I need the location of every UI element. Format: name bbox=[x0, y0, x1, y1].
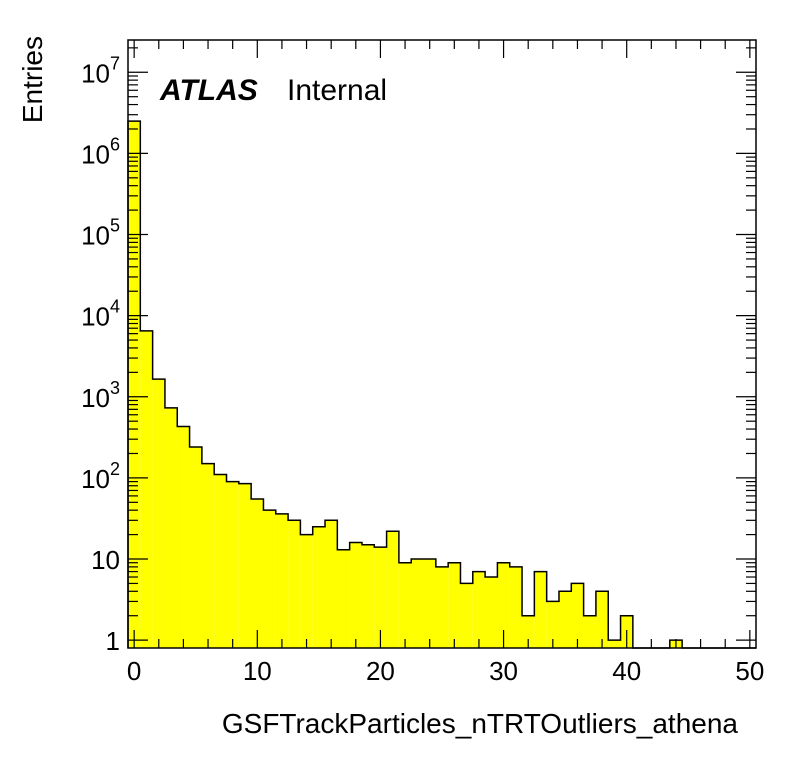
plot-frame bbox=[127, 39, 757, 649]
histogram-bar bbox=[522, 615, 535, 648]
y-tick-label: 10 bbox=[91, 545, 120, 575]
histogram-bars bbox=[128, 121, 683, 648]
y-tick-label-exponent: 5 bbox=[110, 216, 120, 236]
histogram-bar bbox=[374, 547, 387, 648]
histogram-bar bbox=[177, 426, 190, 648]
y-tick-label: 1 bbox=[106, 626, 120, 656]
histogram-bar bbox=[288, 520, 301, 648]
histogram-bar bbox=[460, 583, 473, 648]
y-tick-label: 103 bbox=[81, 378, 120, 413]
histogram-bar bbox=[608, 640, 621, 648]
y-tick-label: 107 bbox=[81, 53, 120, 88]
internal-label: Internal bbox=[287, 74, 387, 107]
histogram-bar bbox=[411, 559, 424, 648]
x-tick-label: 40 bbox=[612, 656, 641, 686]
x-tick-label: 20 bbox=[366, 656, 395, 686]
histogram-bar bbox=[386, 531, 399, 648]
histogram-bar bbox=[423, 559, 436, 648]
y-tick-label-exponent: 6 bbox=[110, 134, 120, 154]
atlas-label: ATLAS bbox=[159, 74, 258, 107]
y-tick-label-exponent: 3 bbox=[110, 378, 120, 398]
histogram-bar bbox=[238, 483, 252, 648]
y-tick-label-base: 10 bbox=[81, 221, 110, 251]
x-tick-label: 0 bbox=[127, 656, 141, 686]
histogram-bar bbox=[201, 463, 215, 648]
histogram-bar bbox=[398, 562, 412, 648]
histogram-outline bbox=[127, 120, 756, 649]
histogram-bar bbox=[509, 566, 523, 648]
histogram-bar bbox=[251, 498, 264, 648]
y-tick-label-exponent: 2 bbox=[110, 459, 120, 479]
histogram-bar bbox=[300, 534, 313, 648]
axis-ticks bbox=[128, 40, 756, 648]
histogram-bar bbox=[312, 526, 326, 648]
histogram-bar bbox=[325, 520, 338, 648]
histogram-bar bbox=[337, 549, 350, 648]
histogram-bar bbox=[497, 562, 510, 648]
y-tick-label: 105 bbox=[81, 216, 120, 251]
y-tick-label-base: 10 bbox=[81, 383, 110, 413]
x-tick-label: 30 bbox=[489, 656, 518, 686]
histogram-bar bbox=[361, 544, 375, 648]
histogram-bar bbox=[226, 481, 239, 648]
y-tick-label-exponent: 7 bbox=[110, 53, 120, 73]
y-tick-label-base: 10 bbox=[81, 139, 110, 169]
histogram-bar bbox=[448, 562, 461, 648]
histogram-bar bbox=[128, 121, 141, 648]
histogram-bar bbox=[485, 577, 498, 648]
y-tick-label: 106 bbox=[81, 134, 120, 169]
histogram-bar bbox=[189, 447, 202, 648]
histogram-bar bbox=[546, 601, 559, 648]
histogram-bar bbox=[152, 379, 165, 648]
x-axis-title: GSFTrackParticles_nTRTOutliers_athena bbox=[222, 708, 739, 739]
histogram-bar bbox=[263, 510, 276, 648]
y-tick-label-base: 10 bbox=[81, 302, 110, 332]
y-tick-label-base: 10 bbox=[81, 464, 110, 494]
x-tick-label: 50 bbox=[735, 656, 764, 686]
y-axis-title: Entries bbox=[17, 36, 48, 123]
y-tick-label-base: 10 bbox=[81, 58, 110, 88]
histogram-bar bbox=[275, 513, 289, 648]
histogram-bar bbox=[583, 615, 596, 648]
histogram-bar bbox=[472, 571, 486, 648]
histogram-outline-layer bbox=[127, 120, 756, 649]
histogram-bar bbox=[534, 571, 547, 648]
histogram-bar bbox=[595, 591, 609, 648]
x-tick-label: 10 bbox=[243, 656, 272, 686]
y-tick-label: 102 bbox=[81, 459, 120, 494]
histogram-bar bbox=[571, 583, 584, 648]
y-tick-label-exponent: 4 bbox=[110, 297, 120, 317]
histogram-bar bbox=[349, 542, 362, 648]
histogram-bar bbox=[140, 330, 153, 648]
y-tick-label: 104 bbox=[81, 297, 120, 332]
histogram-bar bbox=[214, 474, 227, 648]
histogram-bar bbox=[435, 566, 449, 648]
histogram-bar bbox=[164, 407, 178, 648]
histogram-bar bbox=[558, 591, 572, 648]
